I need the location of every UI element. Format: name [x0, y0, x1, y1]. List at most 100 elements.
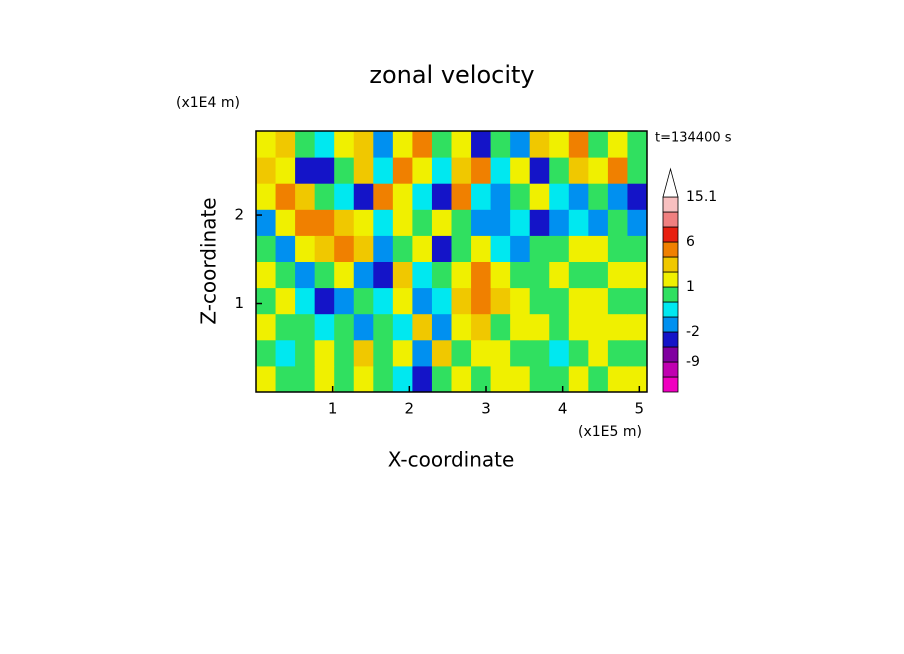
field-cell: [607, 287, 628, 315]
field-cell: [568, 209, 589, 236]
field-cell: [314, 287, 335, 315]
field-cell: [490, 339, 511, 367]
field-cell: [627, 131, 648, 158]
field-cell: [490, 157, 511, 184]
field-cell: [627, 183, 648, 210]
field-cell: [353, 157, 374, 184]
field-cell: [568, 235, 589, 262]
field-cell: [471, 183, 492, 210]
field-cell: [568, 313, 589, 341]
field-cell: [431, 261, 452, 289]
field-cell: [471, 235, 492, 262]
colorbar-segment: [662, 271, 679, 288]
y-tick-label: 2: [234, 206, 244, 224]
field-cell: [510, 183, 531, 210]
field-cell: [471, 339, 492, 367]
colorbar-segment: [662, 301, 679, 318]
field-cell: [451, 365, 472, 393]
field-cell: [412, 339, 433, 367]
field-cell: [529, 261, 550, 289]
field-cell: [412, 365, 433, 393]
field-cell: [568, 287, 589, 315]
field-cell: [314, 235, 335, 262]
field-cell: [412, 157, 433, 184]
field-cell: [256, 157, 277, 184]
field-cell: [275, 365, 296, 393]
field-cell: [295, 209, 316, 236]
colorbar-segment: [662, 211, 679, 228]
field-cell: [549, 313, 570, 341]
field-cell: [568, 365, 589, 393]
time-label: t=134400 s: [655, 131, 732, 146]
field-cell: [295, 261, 316, 289]
field-cell: [275, 339, 296, 367]
field-cell: [412, 287, 433, 315]
colorbar-segment: [662, 376, 679, 393]
field-cell: [490, 365, 511, 393]
y-axis-label: Z-coordinate: [197, 197, 221, 324]
colorbar-segment: [662, 241, 679, 258]
field-cell: [510, 261, 531, 289]
field-cell: [275, 157, 296, 184]
field-cell: [451, 157, 472, 184]
field-cell: [314, 261, 335, 289]
field-cell: [256, 365, 277, 393]
field-cell: [549, 183, 570, 210]
field-cell: [256, 287, 277, 315]
colorbar-segment: [662, 346, 679, 363]
field-cell: [451, 131, 472, 158]
field-cell: [412, 235, 433, 262]
field-cell: [334, 183, 355, 210]
field-cell: [510, 209, 531, 236]
field-cell: [334, 261, 355, 289]
field-cell: [412, 131, 433, 158]
field-cell: [607, 313, 628, 341]
field-cell: [275, 313, 296, 341]
field-cell: [588, 131, 609, 158]
x-axis-label: X-coordinate: [388, 448, 515, 472]
field-cell: [373, 313, 394, 341]
field-cell: [353, 313, 374, 341]
field-cell: [529, 183, 550, 210]
colorbar-segment: [662, 361, 679, 378]
field-cell: [549, 261, 570, 289]
field-cell: [392, 235, 413, 262]
field-cell: [588, 235, 609, 262]
field-cell: [568, 339, 589, 367]
colorbar-label: -2: [686, 324, 700, 340]
field-cell: [373, 157, 394, 184]
field-cell: [392, 313, 413, 341]
field-cell: [431, 313, 452, 341]
plot-frame: [255, 130, 648, 393]
field-cell: [412, 261, 433, 289]
colorbar-segment: [662, 196, 679, 213]
field-cell: [549, 157, 570, 184]
field-cell: [588, 313, 609, 341]
field-cell: [275, 261, 296, 289]
field-cell: [451, 339, 472, 367]
field-cell: [510, 157, 531, 184]
field-cell: [490, 313, 511, 341]
field-cell: [627, 209, 648, 236]
x-unit: (x1E5 m): [578, 424, 642, 440]
field-cell: [275, 235, 296, 262]
field-cell: [568, 261, 589, 289]
field-cell: [451, 183, 472, 210]
field-cell: [373, 183, 394, 210]
field-cell: [627, 235, 648, 262]
colorbar-segment: [662, 226, 679, 243]
field-cell: [588, 365, 609, 393]
field-cell: [529, 339, 550, 367]
field-cell: [627, 339, 648, 367]
field-cell: [373, 235, 394, 262]
field-cell: [549, 209, 570, 236]
field-cell: [471, 261, 492, 289]
field-cell: [588, 157, 609, 184]
field-cell: [588, 183, 609, 210]
x-tick-label: 5: [635, 400, 645, 418]
field-cell: [471, 365, 492, 393]
colorbar-segment: [662, 286, 679, 303]
field-cell: [529, 209, 550, 236]
field-cell: [451, 287, 472, 315]
